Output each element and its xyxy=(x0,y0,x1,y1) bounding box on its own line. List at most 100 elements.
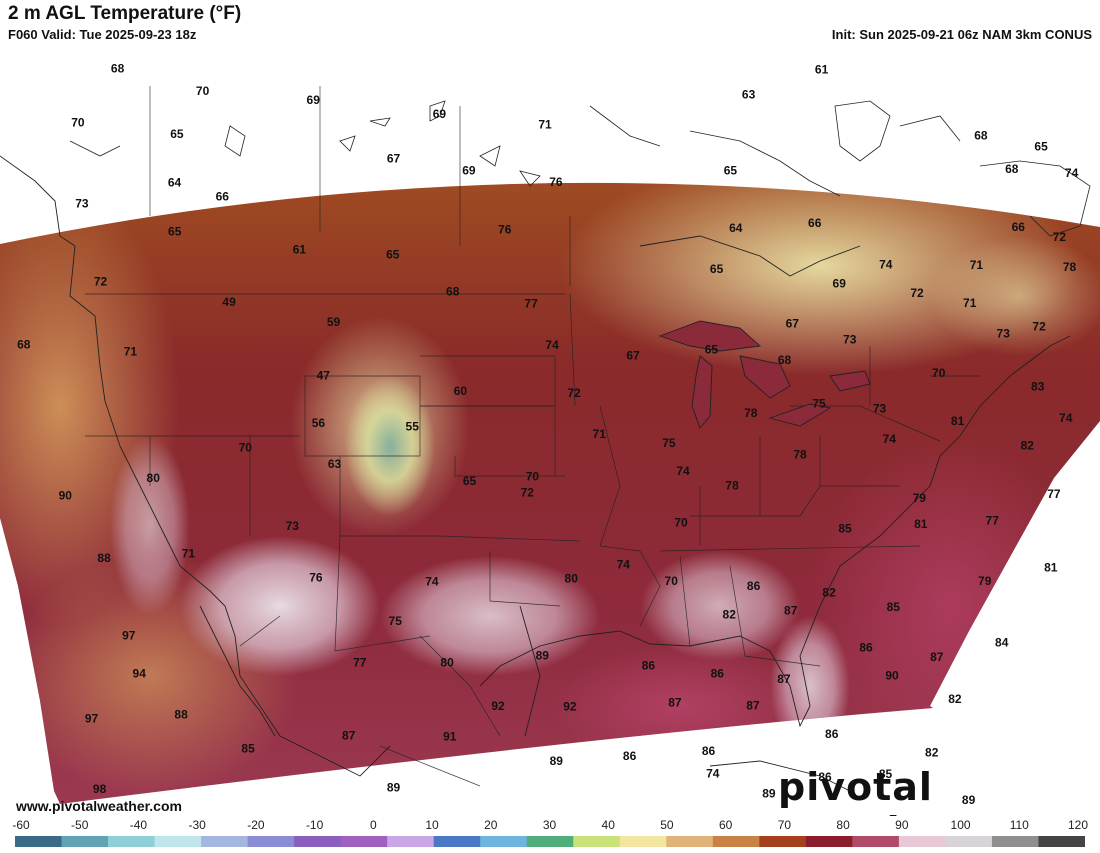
temperature-label: 74 xyxy=(1059,411,1073,425)
temperature-label: 74 xyxy=(676,464,690,478)
temperature-label: 85 xyxy=(838,521,852,535)
temperature-label: 82 xyxy=(1021,439,1035,453)
color-scale-segment xyxy=(619,836,667,847)
temperature-label: 65 xyxy=(710,262,724,276)
color-scale-tick: -10 xyxy=(305,818,324,832)
coastlines xyxy=(0,155,1071,792)
temperature-label: 71 xyxy=(963,296,977,310)
temperature-label: 65 xyxy=(463,474,477,488)
temperature-label: 74 xyxy=(425,575,439,589)
color-scale-segment xyxy=(61,836,109,847)
temperature-label: 65 xyxy=(724,164,738,178)
temperature-label: 68 xyxy=(1005,162,1019,176)
temperature-label: 71 xyxy=(970,258,984,272)
header: 2 m AGL Temperature (°F) F060 Valid: Tue… xyxy=(0,0,1100,46)
temperature-label: 78 xyxy=(725,479,739,493)
color-scale-segment xyxy=(154,836,202,847)
temperature-label: 70 xyxy=(239,441,253,455)
temperature-label: 73 xyxy=(997,327,1011,341)
temperature-label: 77 xyxy=(986,514,1000,528)
temperature-label: 88 xyxy=(174,708,188,722)
temperature-label: 74 xyxy=(1065,166,1079,180)
color-scale-tick: 110 xyxy=(1009,818,1029,832)
temperature-label: 76 xyxy=(309,570,323,584)
temperature-label: 79 xyxy=(913,491,927,505)
temperature-label: 87 xyxy=(746,698,760,712)
temperature-label: 61 xyxy=(293,242,307,256)
color-scale-segment xyxy=(666,836,714,847)
temperature-label: 69 xyxy=(433,107,447,121)
color-scale-segment xyxy=(805,836,853,847)
temperature-label: 81 xyxy=(1044,561,1058,575)
temperature-label: 89 xyxy=(536,649,550,663)
color-scale-bar xyxy=(15,836,1085,847)
temperature-label: 74 xyxy=(706,766,720,780)
color-scale-segment xyxy=(945,836,993,847)
temperature-label: 90 xyxy=(885,669,899,683)
temperature-label: 70 xyxy=(665,574,679,588)
map-title: 2 m AGL Temperature (°F) xyxy=(8,3,242,24)
temperature-label: 71 xyxy=(182,547,196,561)
temperature-label: 92 xyxy=(491,699,505,713)
color-scale-tick: 30 xyxy=(542,818,557,832)
color-scale-segment xyxy=(294,836,342,847)
color-scale-tick: 0 xyxy=(369,818,377,832)
color-scale-segment xyxy=(201,836,249,847)
color-scale-segment xyxy=(898,836,946,847)
temperature-label: 70 xyxy=(526,469,540,483)
color-scale-tick: 10 xyxy=(425,818,439,832)
temperature-label: 86 xyxy=(711,666,725,680)
temperature-label: 86 xyxy=(642,659,656,673)
color-scale-tick: 60 xyxy=(718,818,733,832)
color-scale-tick: 90 xyxy=(895,818,909,832)
color-scale-tick: -50 xyxy=(71,818,89,832)
color-scale-segment xyxy=(108,836,156,847)
color-scale-segment xyxy=(15,836,63,847)
site-url: www.pivotalweather.com xyxy=(16,798,182,814)
temperature-label: 78 xyxy=(1063,260,1077,274)
temperature-label: 89 xyxy=(962,793,976,807)
temperature-label: 60 xyxy=(454,384,468,398)
temperature-label: 77 xyxy=(524,297,538,311)
temperature-label: 68 xyxy=(111,62,125,76)
color-scale-tick: 20 xyxy=(484,818,498,832)
temperature-label: 76 xyxy=(549,175,563,189)
color-scale-segment xyxy=(1038,836,1085,847)
temperature-label: 73 xyxy=(286,519,300,533)
temperature-label: 68 xyxy=(17,338,31,352)
temperature-label: 94 xyxy=(133,667,147,681)
temperature-map: 68 70 69 69 71 63 61 70 65 67 69 76 65 64 66 76 64 66 68 65… xyxy=(0,62,1100,807)
temperature-label: 47 xyxy=(317,368,331,382)
temperature-label: 82 xyxy=(822,585,836,599)
temperature-label: 75 xyxy=(662,436,676,450)
temperature-label: 86 xyxy=(859,641,873,655)
temperature-label: 75 xyxy=(389,614,403,628)
temperature-label: 65 xyxy=(705,343,719,357)
temperature-label: 72 xyxy=(910,286,924,300)
temperature-label: 56 xyxy=(312,416,326,430)
temperature-label: 84 xyxy=(995,636,1009,650)
color-scale: -60 -50 -40 -30 -20 -10 0 10 20 30 40 50 60 70 80 90 100… xyxy=(0,816,1100,850)
temperature-label: 86 xyxy=(702,744,716,758)
temperature-label: 85 xyxy=(879,767,893,781)
temperature-label: 77 xyxy=(353,656,367,670)
temperature-label: 77 xyxy=(1047,487,1061,501)
temperature-label: 80 xyxy=(147,471,161,485)
temperature-label: 89 xyxy=(762,787,776,801)
temperature-label: 64 xyxy=(729,221,743,235)
temperature-label: 88 xyxy=(97,551,111,565)
color-scale-segment xyxy=(433,836,481,847)
color-scale-tick: -20 xyxy=(247,818,265,832)
temperature-label: 90 xyxy=(59,489,73,503)
temperature-label: 98 xyxy=(93,782,107,796)
color-scale-segment xyxy=(759,836,807,847)
temperature-label: 71 xyxy=(538,117,552,131)
temperature-label: 72 xyxy=(1032,320,1046,334)
temperature-label: 78 xyxy=(744,406,758,420)
color-scale-tick: 120 xyxy=(1067,818,1089,832)
color-scale-tick: 40 xyxy=(601,818,615,832)
temperature-label: 80 xyxy=(565,572,579,586)
temperature-label: 74 xyxy=(617,557,631,571)
temperature-label: 73 xyxy=(75,196,89,210)
color-scale-tick: -30 xyxy=(188,818,206,832)
